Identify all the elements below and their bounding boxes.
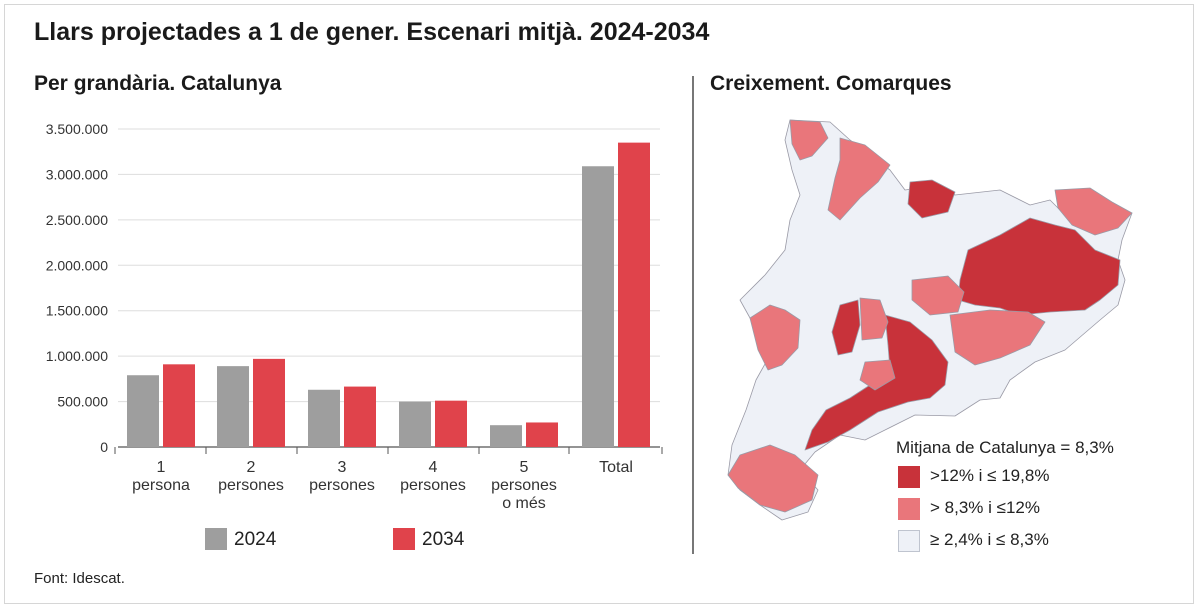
bar-2024 bbox=[399, 401, 431, 447]
x-tick-label: 4 bbox=[429, 459, 438, 476]
bar-2024 bbox=[127, 375, 159, 447]
map-region-mid-montsia bbox=[727, 444, 819, 513]
legend-swatch-2034 bbox=[393, 528, 415, 550]
bar-2034 bbox=[253, 358, 285, 447]
bar-2024 bbox=[308, 389, 340, 447]
legend-label-2034: 2034 bbox=[422, 529, 465, 550]
bar-2024 bbox=[582, 166, 614, 447]
map-legend-swatch-high bbox=[898, 466, 920, 488]
map-region-mid-emporda bbox=[1054, 187, 1133, 236]
y-tick-label: 2.000.000 bbox=[46, 257, 108, 273]
map-legend-label-low: ≥ 2,4% i ≤ 8,3% bbox=[930, 530, 1049, 549]
y-tick-label: 1.000.000 bbox=[46, 348, 108, 364]
map-region-mid-segria bbox=[749, 304, 801, 371]
chart-subtitle: Per grandària. Catalunya bbox=[34, 72, 282, 95]
y-tick-label: 3.500.000 bbox=[46, 121, 108, 137]
map-region-high-segarra bbox=[831, 299, 861, 356]
map-region-high-girona bbox=[957, 217, 1121, 316]
map-region-mid-osona bbox=[911, 275, 965, 316]
bar-2034 bbox=[163, 364, 195, 447]
x-tick-label: 3 bbox=[338, 459, 347, 476]
y-tick-label: 3.000.000 bbox=[46, 166, 108, 182]
x-tick-label: o més bbox=[502, 495, 546, 512]
x-tick-label: Total bbox=[599, 459, 633, 476]
map-legend-swatch-low bbox=[898, 530, 920, 552]
y-tick-label: 1.500.000 bbox=[46, 303, 108, 319]
map-region-mid-pallars bbox=[827, 137, 891, 221]
map-subtitle: Creixement. Comarques bbox=[710, 72, 952, 95]
legend-swatch-2024 bbox=[205, 528, 227, 550]
map-legend-label-mid: > 8,3% i ≤12% bbox=[930, 498, 1040, 517]
figure-frame bbox=[4, 4, 1194, 604]
x-tick-label: persona bbox=[132, 477, 190, 494]
panel-divider bbox=[692, 76, 694, 554]
y-tick-label: 2.500.000 bbox=[46, 212, 108, 228]
bar-2024 bbox=[217, 366, 249, 447]
x-tick-label: persones bbox=[309, 477, 375, 494]
map-region-mid-urgell bbox=[859, 297, 889, 341]
map-region-mid-maresme bbox=[949, 309, 1046, 366]
bar-2024 bbox=[490, 425, 522, 447]
map-region-high-pallars bbox=[907, 179, 956, 219]
legend-label-2024: 2024 bbox=[234, 529, 277, 550]
map-legend-swatch-mid bbox=[898, 498, 920, 520]
map-legend-title: Mitjana de Catalunya = 8,3% bbox=[896, 438, 1114, 457]
x-tick-label: persones bbox=[491, 477, 557, 494]
x-tick-label: 1 bbox=[157, 459, 166, 476]
bar-2034 bbox=[435, 400, 467, 447]
bar-chart: 0 500.000 1.000.000 1.500.000 2.000.000 2.500… bbox=[46, 121, 663, 512]
map-legend-label-high: >12% i ≤ 19,8% bbox=[930, 466, 1050, 485]
bar-2034 bbox=[618, 142, 650, 447]
map-region-mid-aran bbox=[789, 119, 829, 161]
comarques-map bbox=[727, 119, 1133, 521]
page-title: Llars projectades a 1 de gener. Escenari… bbox=[34, 18, 710, 46]
y-tick-label: 0 bbox=[100, 439, 108, 455]
bar-2034 bbox=[526, 422, 558, 447]
x-tick-label: 2 bbox=[247, 459, 256, 476]
source-note: Font: Idescat. bbox=[34, 570, 125, 587]
x-tick-label: persones bbox=[400, 477, 466, 494]
y-tick-label: 500.000 bbox=[57, 394, 108, 410]
map-region-mid-penedes bbox=[859, 359, 896, 391]
bar-2034 bbox=[344, 386, 376, 447]
x-tick-label: 5 bbox=[520, 459, 529, 476]
x-tick-label: persones bbox=[218, 477, 284, 494]
